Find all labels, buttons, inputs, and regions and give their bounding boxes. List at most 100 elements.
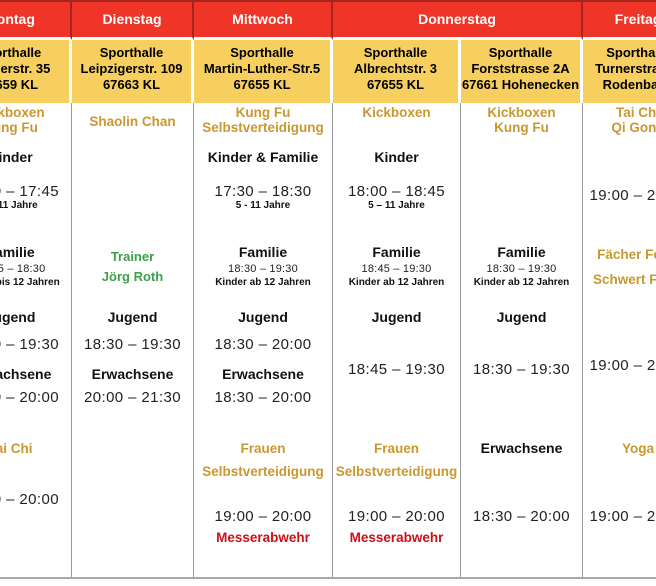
day-header-montag: Montag bbox=[0, 0, 72, 40]
group-label: Kinder bbox=[374, 149, 419, 165]
time-range: 19:30 – 20:00 bbox=[0, 389, 59, 406]
class-title: Selbstverteidigung bbox=[335, 464, 458, 479]
schedule-column-donnerstag-hohenecken: Kickboxen Kung Fu Familie 18:30 – 19:30 … bbox=[461, 103, 583, 577]
time-range: 18:30 – 20:00 bbox=[214, 336, 312, 353]
location-dienstag: Sporthalle Leipzigerstr. 109 67663 KL bbox=[72, 40, 194, 103]
class-title: Tai Chi bbox=[0, 441, 33, 456]
alert-label: Messerabwehr bbox=[349, 530, 444, 545]
venue-city: 67655 KL bbox=[366, 77, 425, 92]
class-title: Kung Fu bbox=[235, 105, 291, 120]
location-montag: Sporthalle Steinerstr. 35 67659 KL bbox=[0, 40, 72, 103]
venue-city: Rodenbach bbox=[602, 77, 656, 92]
time-range: 18:30 – 19:30 bbox=[84, 336, 181, 353]
location-donnerstag-hohenecken: Sporthalle Forststrasse 2A 67661 Hohenec… bbox=[461, 40, 583, 103]
venue-street: Turnerstrasse bbox=[595, 61, 656, 76]
group-label: Jugend bbox=[107, 309, 158, 325]
class-title: Tai Chi bbox=[615, 105, 656, 120]
time-range: 18:45 – 19:30 bbox=[348, 361, 445, 378]
time-range: 19:00 – 20:00 bbox=[589, 187, 656, 204]
group-label: Jugend bbox=[371, 309, 422, 325]
group-label: Jugend bbox=[238, 309, 288, 325]
time-range: 18:30 – 19:30 bbox=[486, 263, 557, 275]
venue-street: Forststrasse 2A bbox=[471, 61, 570, 76]
class-title: Kung Fu bbox=[494, 120, 549, 135]
day-header-donnerstag: Donnerstag bbox=[333, 0, 583, 40]
location-donnerstag-albrechtstr: Sporthalle Albrechtstr. 3 67655 KL bbox=[333, 40, 461, 103]
venue-street: Leipzigerstr. 109 bbox=[80, 61, 183, 76]
class-title: Kickboxen bbox=[362, 105, 431, 120]
time-range: 19:00 – 20:00 bbox=[589, 357, 656, 374]
venue-city: 67663 KL bbox=[102, 77, 161, 92]
group-label: Familie bbox=[372, 244, 421, 260]
alert-label: Messerabwehr bbox=[216, 530, 310, 545]
day-header-dienstag: Dienstag bbox=[72, 0, 194, 40]
location-mittwoch: Sporthalle Martin-Luther-Str.5 67655 KL bbox=[194, 40, 333, 103]
group-label: Kinder bbox=[0, 149, 33, 165]
group-label: Familie bbox=[497, 244, 546, 260]
class-title: Frauen bbox=[240, 441, 286, 456]
time-range: 17:30 – 18:30 bbox=[214, 183, 312, 200]
group-label: Jugend bbox=[0, 309, 36, 325]
group-label: Erwachsene bbox=[480, 440, 563, 456]
location-freitag: Sporthalle Turnerstrasse Rodenbach bbox=[583, 40, 656, 103]
venue-street: Martin-Luther-Str.5 bbox=[203, 61, 321, 76]
group-label: Familie bbox=[0, 244, 35, 260]
group-label: Erwachsene bbox=[91, 366, 174, 382]
location-row: Sporthalle Steinerstr. 35 67659 KL Sport… bbox=[0, 40, 656, 103]
time-range: 19:00 – 20:00 bbox=[589, 508, 656, 525]
group-label: Erwachsene bbox=[222, 366, 304, 382]
class-title: Selbstverteidigung bbox=[202, 120, 324, 135]
time-range: 17:45 – 18:30 bbox=[0, 263, 46, 275]
venue-name: Sporthalle bbox=[606, 45, 656, 60]
schedule-body-row: Kickboxen Kung Fu Kinder 17:00 – 17:45 5… bbox=[0, 103, 656, 579]
age-note: Kinder ab 12 Jahren bbox=[348, 277, 445, 288]
class-title: Shaolin Chan bbox=[89, 114, 176, 129]
age-note: 5 - 11 Jahre bbox=[0, 200, 38, 211]
group-label: Familie bbox=[238, 244, 288, 260]
schedule-column-freitag: Tai Chi Qi Gong 19:00 – 20:00 Fächer For… bbox=[583, 103, 656, 577]
time-range: 18:00 – 18:45 bbox=[348, 183, 445, 200]
venue-city: 67659 KL bbox=[0, 77, 39, 92]
venue-street: Albrechtstr. 3 bbox=[353, 61, 438, 76]
venue-city: 67655 KL bbox=[233, 77, 291, 92]
trainer-label: Trainer bbox=[110, 249, 155, 264]
time-range: 18:30 – 19:30 bbox=[473, 361, 570, 378]
class-title: Kickboxen bbox=[487, 105, 556, 120]
time-range: 18:30 – 20:00 bbox=[473, 508, 570, 525]
venue-name: Sporthalle bbox=[230, 45, 294, 60]
class-title: Kickboxen bbox=[0, 105, 45, 120]
class-title: Fächer Form bbox=[597, 247, 656, 262]
time-range: 19:00 – 20:00 bbox=[348, 508, 445, 525]
schedule-column-montag: Kickboxen Kung Fu Kinder 17:00 – 17:45 5… bbox=[0, 103, 72, 577]
time-range: 20:00 – 21:30 bbox=[84, 389, 181, 406]
venue-name: Sporthalle bbox=[0, 45, 42, 60]
venue-street: Steinerstr. 35 bbox=[0, 61, 51, 76]
time-range: 18:30 – 19:30 bbox=[228, 263, 298, 275]
class-title: Yoga bbox=[621, 441, 654, 456]
day-header-row: Montag Dienstag Mittwoch Donnerstag Frei… bbox=[0, 0, 656, 40]
group-label: Kinder & Familie bbox=[207, 149, 319, 165]
time-range: 18:30 – 20:00 bbox=[214, 389, 312, 406]
class-title: Selbstverteidigung bbox=[202, 464, 324, 479]
class-title: Frauen bbox=[373, 441, 419, 456]
schedule-column-donnerstag-albrechtstr: Kickboxen Kinder 18:00 – 18:45 5 – 11 Ja… bbox=[333, 103, 461, 577]
time-range: 18:45 – 19:30 bbox=[361, 263, 432, 275]
age-note: 5 – 11 Jahre bbox=[368, 200, 425, 211]
age-note: Kinder ab 12 Jahren bbox=[215, 277, 311, 288]
class-title: Kung Fu bbox=[0, 120, 38, 135]
venue-name: Sporthalle bbox=[99, 45, 164, 60]
day-header-freitag: Freitag bbox=[583, 0, 656, 40]
schedule-column-mittwoch: Kung Fu Selbstverteidigung Kinder & Fami… bbox=[194, 103, 333, 577]
group-label: Jugend bbox=[496, 309, 547, 325]
trainer-name: Jörg Roth bbox=[101, 269, 164, 284]
group-label: Erwachsene bbox=[0, 366, 52, 382]
time-range: 19:00 – 20:00 bbox=[214, 508, 312, 525]
age-note: Kinder bis 12 Jahren bbox=[0, 277, 60, 288]
venue-name: Sporthalle bbox=[488, 45, 553, 60]
class-title: Schwert Form bbox=[592, 272, 656, 287]
venue-city: 67661 Hohenecken bbox=[461, 77, 580, 92]
time-range: 19:00 – 20:00 bbox=[0, 491, 59, 508]
day-header-mittwoch: Mittwoch bbox=[194, 0, 333, 40]
